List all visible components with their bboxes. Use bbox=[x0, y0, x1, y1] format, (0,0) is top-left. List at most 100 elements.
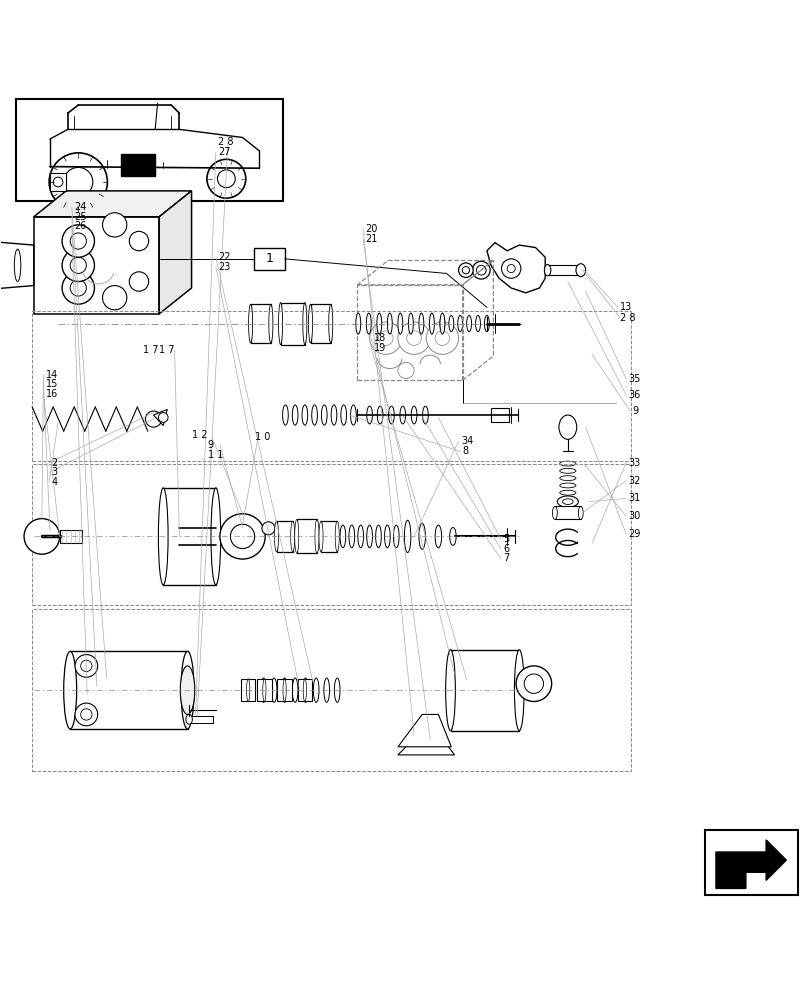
Text: 13: 13 bbox=[620, 302, 632, 312]
Ellipse shape bbox=[435, 525, 441, 548]
Ellipse shape bbox=[559, 461, 575, 466]
Ellipse shape bbox=[559, 476, 575, 481]
Text: 2: 2 bbox=[51, 458, 58, 468]
Ellipse shape bbox=[388, 406, 394, 424]
Circle shape bbox=[75, 655, 97, 677]
Text: 1 7: 1 7 bbox=[159, 345, 174, 355]
Bar bbox=[320, 521, 337, 552]
Text: 8: 8 bbox=[462, 446, 468, 456]
Circle shape bbox=[220, 514, 265, 559]
Circle shape bbox=[80, 709, 92, 720]
Circle shape bbox=[70, 257, 86, 273]
Ellipse shape bbox=[375, 525, 381, 548]
Text: 1 0: 1 0 bbox=[255, 432, 270, 442]
Text: 25: 25 bbox=[74, 212, 87, 222]
Ellipse shape bbox=[358, 525, 363, 548]
Circle shape bbox=[102, 286, 127, 310]
Bar bbox=[277, 679, 291, 701]
Ellipse shape bbox=[292, 405, 298, 425]
Ellipse shape bbox=[181, 651, 194, 729]
Ellipse shape bbox=[186, 714, 192, 724]
Bar bbox=[257, 679, 272, 701]
Circle shape bbox=[62, 249, 94, 282]
Ellipse shape bbox=[422, 406, 427, 424]
Text: 18: 18 bbox=[373, 333, 385, 343]
Ellipse shape bbox=[472, 261, 490, 279]
Ellipse shape bbox=[158, 488, 168, 585]
Circle shape bbox=[369, 322, 401, 354]
Bar bbox=[59, 530, 82, 543]
Ellipse shape bbox=[324, 678, 329, 702]
Text: 30: 30 bbox=[628, 511, 640, 521]
Ellipse shape bbox=[63, 651, 76, 729]
Bar bbox=[554, 506, 580, 519]
Ellipse shape bbox=[263, 679, 266, 701]
Text: 29: 29 bbox=[628, 529, 640, 539]
Ellipse shape bbox=[577, 506, 582, 519]
Text: 1 7: 1 7 bbox=[143, 345, 158, 355]
Ellipse shape bbox=[335, 521, 339, 552]
Ellipse shape bbox=[180, 666, 195, 714]
Ellipse shape bbox=[449, 528, 456, 545]
Circle shape bbox=[24, 519, 59, 554]
Ellipse shape bbox=[350, 405, 356, 425]
Ellipse shape bbox=[282, 405, 288, 425]
Ellipse shape bbox=[559, 498, 575, 502]
Ellipse shape bbox=[514, 650, 524, 731]
Polygon shape bbox=[153, 409, 167, 426]
Circle shape bbox=[62, 272, 94, 304]
Ellipse shape bbox=[556, 496, 577, 507]
Text: 34: 34 bbox=[461, 436, 473, 446]
Text: 9: 9 bbox=[632, 406, 638, 416]
Ellipse shape bbox=[397, 313, 402, 334]
Ellipse shape bbox=[331, 405, 337, 425]
Ellipse shape bbox=[355, 313, 360, 334]
Text: 31: 31 bbox=[628, 493, 640, 503]
Ellipse shape bbox=[440, 315, 444, 332]
Bar bbox=[32, 464, 630, 605]
Circle shape bbox=[49, 153, 107, 211]
Ellipse shape bbox=[367, 406, 372, 424]
Ellipse shape bbox=[315, 519, 319, 553]
Polygon shape bbox=[487, 243, 544, 293]
Bar bbox=[357, 285, 462, 380]
Text: 2 8: 2 8 bbox=[620, 313, 635, 323]
Ellipse shape bbox=[303, 678, 308, 702]
Ellipse shape bbox=[290, 521, 294, 552]
Ellipse shape bbox=[410, 406, 416, 424]
Ellipse shape bbox=[281, 678, 287, 702]
Ellipse shape bbox=[418, 523, 425, 549]
Text: 7: 7 bbox=[503, 553, 508, 563]
Bar bbox=[277, 521, 292, 552]
Ellipse shape bbox=[440, 313, 444, 334]
Circle shape bbox=[63, 167, 92, 197]
Circle shape bbox=[426, 322, 458, 354]
Ellipse shape bbox=[341, 405, 346, 425]
Circle shape bbox=[507, 265, 515, 273]
Text: 19: 19 bbox=[373, 343, 385, 353]
Ellipse shape bbox=[334, 678, 340, 702]
Ellipse shape bbox=[559, 490, 575, 495]
Text: 20: 20 bbox=[365, 224, 377, 234]
Bar bbox=[450, 650, 519, 731]
Bar bbox=[163, 488, 216, 585]
Ellipse shape bbox=[303, 303, 307, 345]
Circle shape bbox=[397, 362, 414, 379]
Ellipse shape bbox=[461, 267, 469, 274]
Ellipse shape bbox=[271, 678, 277, 702]
Ellipse shape bbox=[283, 679, 286, 701]
Polygon shape bbox=[397, 723, 454, 755]
Ellipse shape bbox=[448, 315, 453, 332]
Ellipse shape bbox=[340, 525, 345, 548]
Text: 24: 24 bbox=[74, 202, 87, 212]
Bar bbox=[281, 303, 304, 345]
Circle shape bbox=[207, 159, 246, 198]
Circle shape bbox=[75, 703, 97, 726]
Text: 3: 3 bbox=[51, 467, 58, 477]
Text: 22: 22 bbox=[218, 252, 230, 262]
Ellipse shape bbox=[376, 313, 381, 334]
Text: 27: 27 bbox=[218, 147, 230, 157]
Ellipse shape bbox=[321, 405, 327, 425]
Text: 15: 15 bbox=[46, 379, 58, 389]
Ellipse shape bbox=[475, 315, 480, 332]
